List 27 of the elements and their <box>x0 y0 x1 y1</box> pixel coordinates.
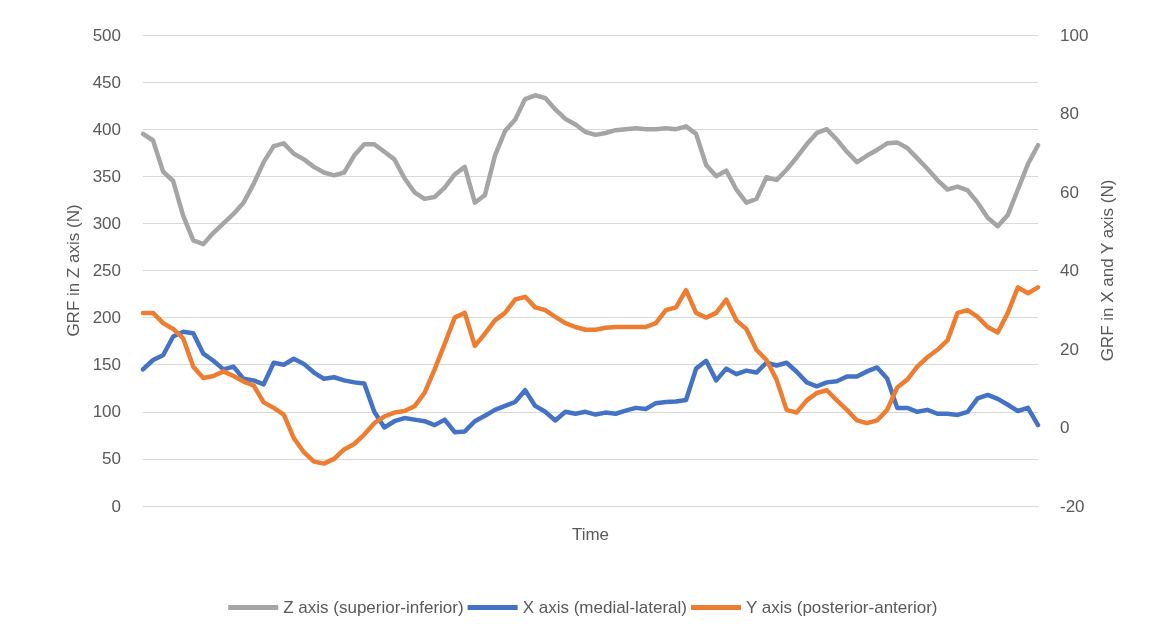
y-tick-label: 200 <box>92 308 121 328</box>
x-axis-title: Time <box>571 525 610 544</box>
y-tick-label: 300 <box>92 213 121 233</box>
y-tick-label: 50 <box>102 449 121 469</box>
y-tick-label: 100 <box>92 402 121 422</box>
y2-tick-label: 100 <box>1060 25 1089 45</box>
legend-label: X axis (medial-lateral) <box>522 598 688 617</box>
y-tick-label: 250 <box>92 261 121 280</box>
line-series <box>140 329 1041 435</box>
y2-tick-label: 0 <box>1060 418 1070 437</box>
y2-axis-title: GRF in X and Y axis (N) <box>1098 179 1118 362</box>
y2-tick-label: 20 <box>1060 339 1079 359</box>
y-tick-label: 150 <box>92 355 121 375</box>
legend-label: Y axis (posterior-anterior) <box>746 598 938 617</box>
legend-label: Z axis (superior-inferior) <box>283 598 464 617</box>
y-tick-label: 500 <box>92 25 121 45</box>
y-tick-label: 450 <box>92 72 121 92</box>
line-series <box>140 285 1041 466</box>
y-tick-label: 400 <box>92 119 121 139</box>
y-tick-label: 0 <box>111 496 121 516</box>
y-axis-title: GRF in Z axis (N) <box>63 204 83 337</box>
y2-tick-label: -20 <box>1060 496 1085 516</box>
y-tick-label: 350 <box>92 166 121 186</box>
y2-tick-label: 40 <box>1060 261 1079 280</box>
line-series <box>140 93 1041 247</box>
y2-tick-label: 80 <box>1060 104 1079 123</box>
y2-tick-label: 60 <box>1060 182 1079 202</box>
